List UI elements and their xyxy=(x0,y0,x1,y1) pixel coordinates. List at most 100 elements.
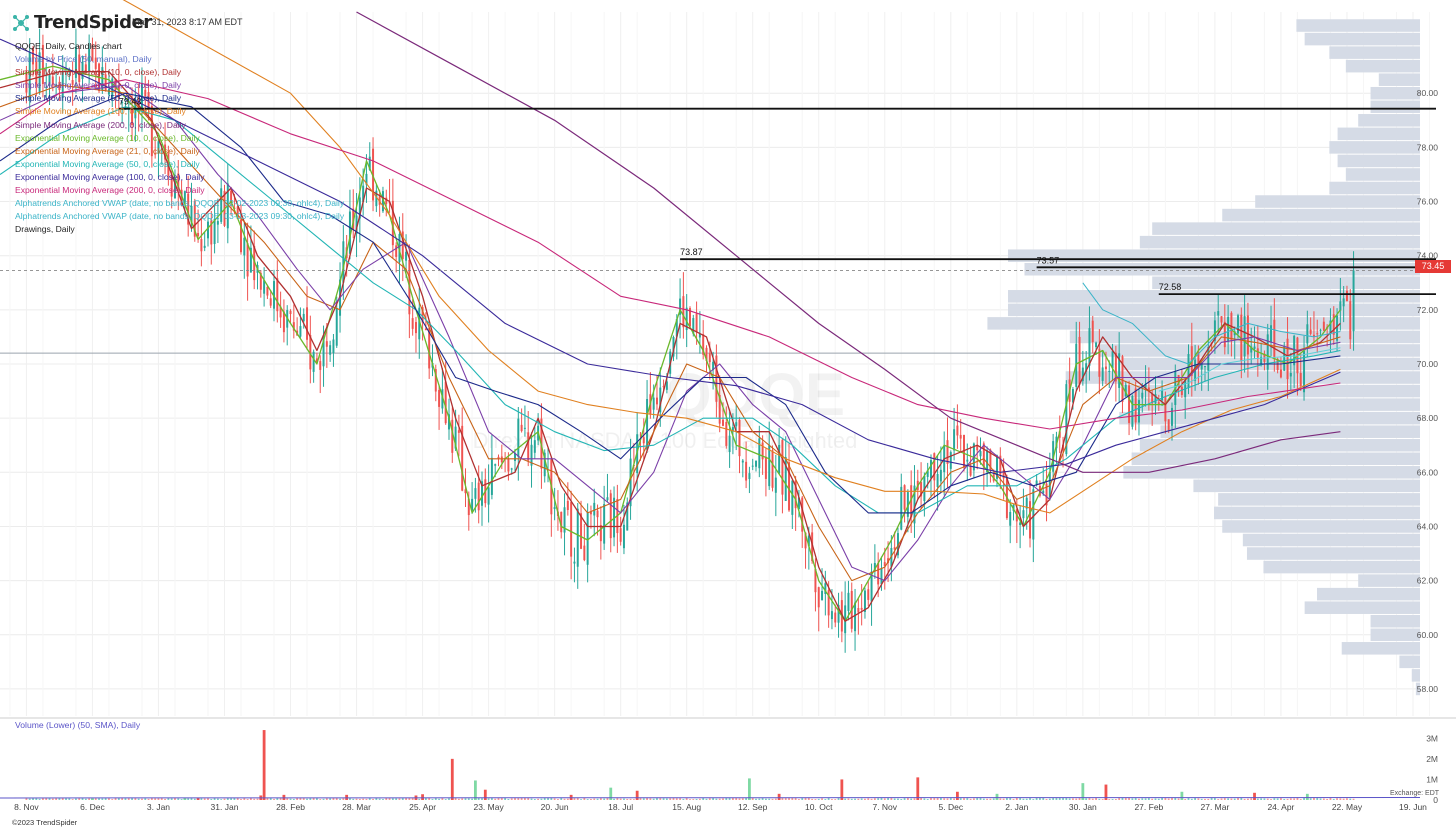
volume-bar xyxy=(316,797,318,800)
candle-body xyxy=(999,455,1002,475)
candle-body xyxy=(1233,331,1236,336)
candle-body xyxy=(560,511,563,533)
volume-tick-label: 3M xyxy=(1426,733,1438,743)
volume-profile-bar xyxy=(1317,587,1420,601)
candle-body xyxy=(424,328,427,331)
legend-entry[interactable]: Exponential Moving Average (200, 0, clos… xyxy=(15,185,205,196)
volume-bar xyxy=(477,797,480,800)
volume-bar xyxy=(854,798,856,800)
candle-body xyxy=(854,602,857,632)
candle-body xyxy=(1349,301,1352,340)
candle-body xyxy=(788,462,791,511)
volume-bar xyxy=(771,798,774,800)
volume-bar xyxy=(438,798,440,800)
candle-body xyxy=(35,61,38,85)
volume-bar xyxy=(28,798,31,800)
legend-entry[interactable]: Volume by Price (50, manual), Daily xyxy=(15,54,152,65)
volume-bar xyxy=(1098,798,1101,800)
candle-body xyxy=(900,486,903,530)
volume-bar xyxy=(635,790,639,800)
candle-body xyxy=(688,308,691,327)
volume-bar xyxy=(213,797,216,800)
legend-entry[interactable]: Simple Moving Average (10, 0, close), Da… xyxy=(15,67,182,78)
legend-entry[interactable]: Alphatrends Anchored VWAP (date, no band… xyxy=(15,198,345,209)
volume-bar xyxy=(834,799,837,800)
volume-bar xyxy=(309,798,312,800)
volume-profile-bar xyxy=(1222,520,1420,533)
legend-entry[interactable]: Exponential Moving Average (10, 0, close… xyxy=(15,132,200,143)
time-tick-label: 27. Feb xyxy=(1134,802,1163,812)
candle-body xyxy=(94,57,97,69)
volume-bar xyxy=(593,798,596,800)
volume-bar xyxy=(1299,799,1302,800)
candle-body xyxy=(877,563,880,585)
volume-bar xyxy=(1233,798,1236,800)
candle-body xyxy=(378,196,381,205)
volume-bar xyxy=(262,730,266,800)
candle-body xyxy=(332,339,335,354)
volume-bar xyxy=(738,798,741,800)
candle-body xyxy=(494,464,497,466)
candle-body xyxy=(309,335,312,370)
candle-body xyxy=(91,44,94,61)
volume-bar xyxy=(322,798,325,800)
volume-bar xyxy=(58,797,61,800)
volume-bar xyxy=(372,798,374,800)
volume-bar xyxy=(1240,797,1243,800)
candle-body xyxy=(411,318,414,329)
volume-bar xyxy=(183,797,187,800)
volume-bar xyxy=(613,798,615,800)
volume-bar xyxy=(530,798,533,800)
legend-entry[interactable]: Simple Moving Average (200, 0, close), D… xyxy=(15,119,186,130)
volume-bar xyxy=(590,798,592,800)
volume-bar xyxy=(342,798,345,800)
volume-bar xyxy=(1019,797,1022,800)
candle-body xyxy=(804,532,807,549)
volume-tick-label: 1M xyxy=(1426,774,1438,784)
candle-body xyxy=(1339,301,1342,311)
volume-bar xyxy=(1009,797,1012,800)
candle-body xyxy=(847,592,850,611)
candle-body xyxy=(441,389,444,409)
legend-entry[interactable]: Simple Moving Average (100, 0, close), D… xyxy=(15,106,186,117)
legend-entry[interactable]: Exponential Moving Average (100, 0, clos… xyxy=(15,171,205,182)
legend-entry[interactable]: Exponential Moving Average (50, 0, close… xyxy=(15,158,200,169)
candle-body xyxy=(619,528,622,542)
legend-entry[interactable]: Drawings, Daily xyxy=(15,224,75,235)
candle-body xyxy=(1220,316,1223,323)
volume-profile-bar xyxy=(1329,141,1420,154)
price-tick-label: 74.00 xyxy=(1417,251,1439,261)
price-tick-label: 78.00 xyxy=(1417,142,1439,152)
legend-entry[interactable]: Exponential Moving Average (21, 0, close… xyxy=(15,145,200,156)
volume-bar xyxy=(807,797,810,800)
volume-bar xyxy=(675,798,678,800)
volume-bar xyxy=(375,797,378,800)
candle-body xyxy=(933,453,936,481)
candle-body xyxy=(1144,384,1147,388)
candle-body xyxy=(966,459,969,462)
candle-body xyxy=(758,438,761,469)
time-tick-label: 15. Aug xyxy=(672,802,701,812)
volume-bar xyxy=(157,798,160,800)
volume-bar xyxy=(256,798,259,800)
legend-entry[interactable]: Simple Moving Average (50, 0, close), Da… xyxy=(15,93,182,104)
candle-body xyxy=(778,444,781,474)
volume-bar xyxy=(1035,797,1038,800)
volume-profile-bar xyxy=(1370,614,1420,628)
candle-body xyxy=(751,465,754,467)
candle-body xyxy=(857,607,860,613)
volume-bar xyxy=(292,798,295,800)
volume-bar xyxy=(1171,797,1173,800)
volume-profile-bar xyxy=(1345,59,1420,73)
candle-body xyxy=(1309,329,1312,334)
volume-bar xyxy=(1154,798,1157,800)
volume-bar xyxy=(840,779,844,800)
volume-bar xyxy=(1184,799,1187,800)
legend-entry[interactable]: Alphatrends Anchored VWAP (date, no band… xyxy=(15,211,345,222)
volume-bar xyxy=(1114,799,1117,800)
legend-entry[interactable]: Simple Moving Average (20, 0, close), Da… xyxy=(15,80,182,91)
legend-entry[interactable]: QQQE, Daily, Candles chart xyxy=(15,41,122,51)
volume-bar xyxy=(1237,797,1239,800)
